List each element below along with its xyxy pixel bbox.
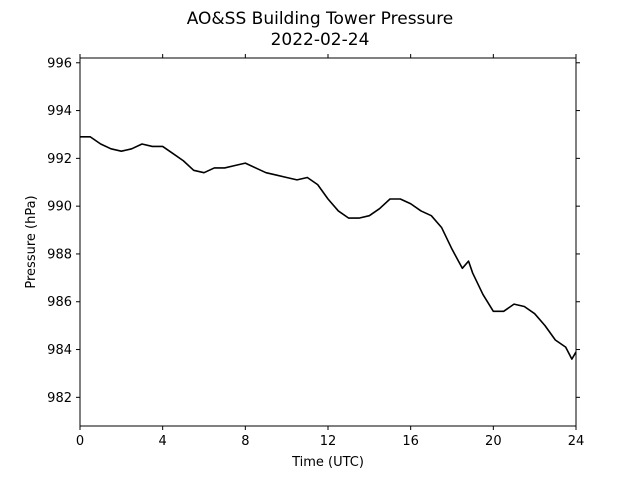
- y-tick-label: 992: [47, 152, 72, 167]
- y-tick-label: 996: [47, 56, 72, 71]
- y-axis: 982 984 986 988 990 992 994 996: [47, 56, 580, 406]
- plot-frame: [79, 57, 577, 427]
- y-axis-label: Pressure (hPa): [24, 195, 39, 288]
- x-tick-label: 12: [320, 434, 337, 449]
- pressure-series-line: [80, 136, 577, 360]
- x-tick-label: 0: [76, 434, 84, 449]
- chart-title: AO&SS Building Tower Pressure: [187, 9, 454, 29]
- x-axis: 0 4 8 12 16 20 24: [76, 54, 584, 449]
- x-tick-label: 20: [485, 434, 502, 449]
- plot-area: [80, 136, 577, 360]
- x-tick-label: 8: [241, 434, 249, 449]
- y-tick-label: 982: [47, 391, 72, 406]
- y-tick-label: 990: [47, 200, 72, 215]
- x-tick-label: 24: [568, 434, 585, 449]
- y-tick-label: 986: [47, 295, 72, 310]
- x-tick-label: 16: [402, 434, 419, 449]
- y-tick-label: 984: [47, 343, 72, 358]
- y-tick-label: 988: [47, 247, 72, 262]
- x-axis-label: Time (UTC): [291, 455, 364, 470]
- y-tick-label: 994: [47, 104, 72, 119]
- x-tick-label: 4: [159, 434, 167, 449]
- chart-subtitle: 2022-02-24: [271, 30, 370, 50]
